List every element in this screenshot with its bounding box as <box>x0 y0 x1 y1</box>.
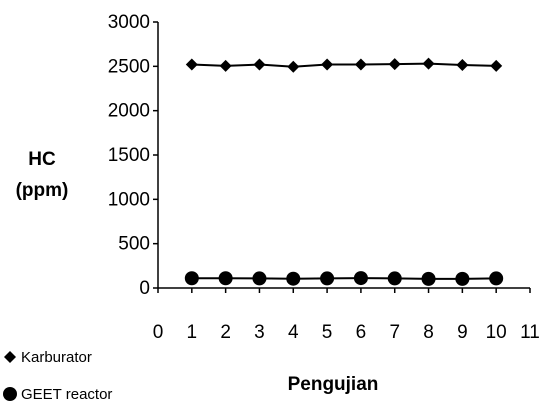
data-point-diamond <box>321 58 334 71</box>
data-point-diamond <box>422 57 435 70</box>
y-tick-labels: 0 500 1000 1500 2000 2500 3000 <box>108 12 150 299</box>
x-tick-label: 4 <box>288 322 299 343</box>
y-tick-label: 1000 <box>108 189 150 210</box>
x-tick-labels: 0 1 2 3 4 5 6 7 8 9 10 11 <box>153 322 540 343</box>
x-tick-label: 6 <box>356 322 367 343</box>
data-point-diamond <box>490 59 503 72</box>
data-point-circle <box>320 271 335 286</box>
data-point-diamond <box>219 59 232 72</box>
data-point-circle <box>286 271 301 286</box>
series-line <box>191 62 497 68</box>
x-tick-label: 3 <box>254 322 265 343</box>
y-axis-title-line: HC <box>28 149 56 170</box>
x-tick-label: 5 <box>322 322 333 343</box>
x-tick-label: 9 <box>457 322 468 343</box>
y-tick-label: 1500 <box>108 145 150 166</box>
data-point-circle <box>489 271 504 286</box>
data-point-circle <box>218 271 233 286</box>
y-tick-label: 0 <box>139 278 150 299</box>
legend: Karburator GEET reactor <box>3 349 112 403</box>
data-point-diamond <box>287 60 300 73</box>
data-point-diamond <box>456 59 469 72</box>
data-point-circle <box>252 271 267 286</box>
data-point-circle <box>353 271 368 286</box>
y-tick-marks <box>153 21 158 289</box>
y-tick-label: 500 <box>118 234 150 255</box>
y-tick-label: 2000 <box>108 101 150 122</box>
data-point-diamond <box>354 58 367 71</box>
data-point-circle <box>184 271 199 286</box>
x-axis-title: Pengujian <box>288 374 379 395</box>
y-tick-label: 3000 <box>108 12 150 33</box>
legend-label: GEET reactor <box>21 386 112 403</box>
x-tick-label: 7 <box>389 322 400 343</box>
x-tick-label: 2 <box>220 322 231 343</box>
y-axis-title: HC (ppm) <box>16 149 69 201</box>
series-markers <box>184 57 504 286</box>
series-lines <box>191 62 497 280</box>
x-tick-label: 10 <box>486 322 507 343</box>
data-point-diamond <box>253 58 266 71</box>
data-point-circle <box>421 271 436 286</box>
x-tick-label: 11 <box>520 322 540 343</box>
data-point-diamond <box>185 58 198 71</box>
x-tick-label: 0 <box>153 322 164 343</box>
x-tick-label: 1 <box>187 322 198 343</box>
data-point-circle <box>387 271 402 286</box>
legend-marker <box>3 387 17 401</box>
y-tick-label: 2500 <box>108 56 150 77</box>
data-point-diamond <box>388 58 401 71</box>
legend-marker <box>4 351 16 363</box>
series-line <box>191 277 497 280</box>
data-point-circle <box>455 271 470 286</box>
legend-label: Karburator <box>21 349 92 366</box>
y-axis-title-line: (ppm) <box>16 180 69 201</box>
x-tick-label: 8 <box>423 322 434 343</box>
x-tick-marks <box>157 288 531 293</box>
